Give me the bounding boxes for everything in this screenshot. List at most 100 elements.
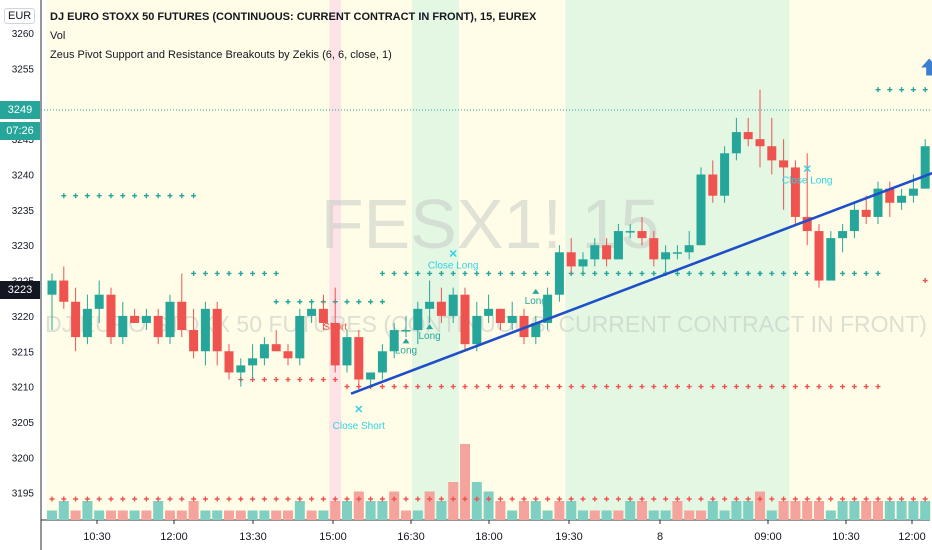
support-mark bbox=[604, 384, 610, 390]
resistance-mark bbox=[167, 193, 173, 199]
bar-timer-badge: 07:26 bbox=[0, 122, 40, 140]
volume-support-mark bbox=[391, 496, 397, 502]
volume-support-mark bbox=[273, 496, 279, 502]
volume-bar bbox=[165, 510, 175, 520]
x-axis-tick-label: 10:30 bbox=[83, 531, 111, 543]
y-axis-tick-label: 3240 bbox=[12, 171, 35, 182]
signal-label: Long bbox=[395, 345, 417, 356]
volume-bar bbox=[684, 510, 695, 520]
volume-bar bbox=[672, 501, 683, 520]
candle-body bbox=[531, 322, 541, 338]
support-mark bbox=[556, 384, 562, 390]
resistance-mark bbox=[84, 193, 90, 199]
support-mark bbox=[415, 384, 421, 390]
currency-label[interactable]: EUR bbox=[4, 8, 36, 24]
volume-support-mark bbox=[309, 496, 315, 502]
volume-support-mark bbox=[840, 496, 846, 502]
volume-support-mark bbox=[344, 496, 350, 502]
candle-body bbox=[838, 231, 848, 239]
support-mark bbox=[474, 384, 480, 390]
candle-body bbox=[743, 132, 753, 140]
x-axis-tick-label: 15:00 bbox=[319, 531, 347, 543]
volume-support-mark bbox=[639, 496, 645, 502]
volume-support-mark bbox=[757, 496, 763, 502]
x-axis-tick-label: 12:00 bbox=[160, 531, 188, 543]
candle-body bbox=[566, 252, 576, 267]
volume-bar bbox=[896, 501, 907, 520]
support-mark bbox=[651, 384, 657, 390]
volume-bar bbox=[47, 510, 57, 520]
candle-body bbox=[826, 238, 836, 281]
resistance-mark bbox=[297, 299, 303, 305]
resistance-mark bbox=[415, 270, 421, 276]
volume-bar bbox=[519, 501, 529, 520]
support-mark bbox=[509, 384, 515, 390]
volume-bar bbox=[920, 501, 931, 520]
candle-body bbox=[318, 308, 328, 323]
support-mark bbox=[391, 384, 397, 390]
resistance-mark bbox=[368, 299, 374, 305]
x-axis-tick-label: 19:30 bbox=[555, 531, 583, 543]
support-mark bbox=[545, 384, 551, 390]
support-mark bbox=[427, 384, 433, 390]
candle-body bbox=[590, 245, 600, 260]
volume-bar bbox=[401, 510, 411, 520]
candle-body bbox=[342, 337, 352, 366]
resistance-mark bbox=[745, 270, 751, 276]
candle-body bbox=[71, 301, 81, 338]
support-mark bbox=[840, 384, 846, 390]
volume-bar bbox=[94, 510, 105, 520]
resistance-mark bbox=[179, 193, 185, 199]
candle-body bbox=[330, 322, 340, 366]
support-mark bbox=[757, 384, 763, 390]
support-mark bbox=[769, 384, 775, 390]
volume-bar bbox=[507, 510, 518, 520]
candle-body bbox=[802, 216, 812, 232]
support-mark bbox=[309, 377, 315, 383]
volume-support-mark bbox=[61, 496, 67, 502]
short-signal-arrow bbox=[331, 339, 339, 345]
volume-bar bbox=[719, 510, 730, 520]
resistance-mark bbox=[769, 270, 775, 276]
volume-support-mark bbox=[368, 496, 374, 502]
support-mark bbox=[273, 377, 279, 383]
resistance-mark bbox=[96, 193, 102, 199]
volume-bar bbox=[306, 510, 317, 520]
volume-bar bbox=[601, 510, 612, 520]
support-mark bbox=[710, 384, 716, 390]
volume-bar bbox=[424, 491, 435, 520]
y-axis-tick-label: 3230 bbox=[12, 241, 35, 252]
y-axis-tick-label: 3195 bbox=[12, 489, 35, 500]
resistance-mark bbox=[191, 193, 197, 199]
support-mark bbox=[851, 384, 857, 390]
volume-support-mark bbox=[804, 496, 810, 502]
volume-support-mark bbox=[132, 496, 138, 502]
volume-support-mark bbox=[143, 496, 149, 502]
volume-bar bbox=[353, 491, 364, 520]
session-band bbox=[329, 0, 342, 520]
resistance-mark bbox=[710, 270, 716, 276]
support-mark bbox=[663, 384, 669, 390]
volume-support-mark bbox=[462, 496, 468, 502]
candle-body bbox=[200, 308, 210, 352]
volume-support-mark bbox=[96, 496, 102, 502]
candle-body bbox=[495, 308, 505, 323]
candle-body bbox=[82, 308, 92, 338]
volume-support-mark bbox=[580, 496, 586, 502]
candle-body bbox=[613, 231, 623, 260]
support-mark bbox=[297, 377, 303, 383]
candle-body bbox=[295, 315, 305, 359]
signal-label: Close Long bbox=[782, 176, 833, 187]
candle-body bbox=[177, 301, 187, 331]
crosshair-price-badge: 3223 bbox=[0, 281, 40, 299]
resistance-mark bbox=[733, 270, 739, 276]
volume-support-mark bbox=[226, 496, 232, 502]
candle-body bbox=[59, 280, 69, 302]
volume-bar bbox=[106, 510, 116, 520]
volume-bar bbox=[436, 501, 447, 520]
volume-support-mark bbox=[179, 496, 185, 502]
support-mark bbox=[332, 377, 338, 383]
candle-body bbox=[413, 308, 423, 331]
candle-body bbox=[106, 294, 116, 338]
